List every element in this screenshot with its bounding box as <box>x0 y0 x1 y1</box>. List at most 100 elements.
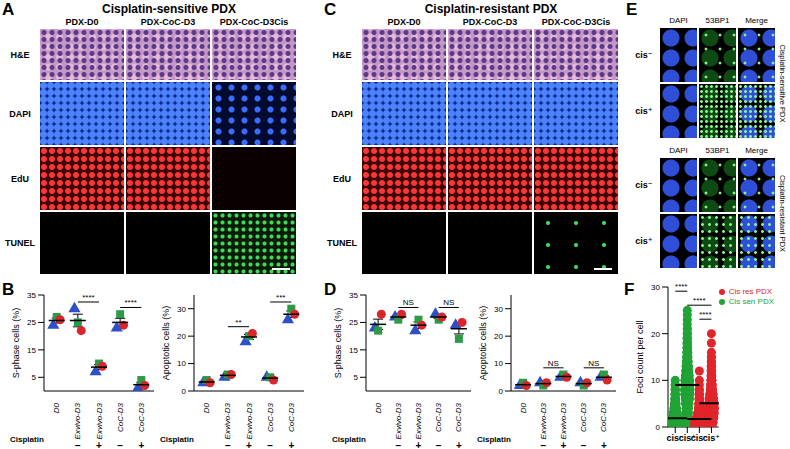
svg-text:+: + <box>138 440 144 449</box>
svg-text:D0: D0 <box>52 402 61 413</box>
svg-text:CoC-D3: CoC-D3 <box>116 402 125 431</box>
html-text:B: B <box>2 280 15 299</box>
svg-text:NS: NS <box>588 359 599 368</box>
svg-text:−: − <box>581 440 587 449</box>
svg-text:20: 20 <box>494 332 503 341</box>
html-text:Cisplatin-resistant PDX: Cisplatin-resistant PDX <box>424 2 558 16</box>
svg-text:Exvivo-D3: Exvivo-D3 <box>95 402 104 439</box>
svg-text:+: + <box>561 440 567 449</box>
svg-text:−: − <box>267 440 273 449</box>
svg-text:+: + <box>246 440 252 449</box>
svg-text:0: 0 <box>499 387 504 396</box>
svg-text:***: *** <box>276 293 285 302</box>
svg-text:0: 0 <box>182 387 187 396</box>
html-text:H&E: H&E <box>332 49 352 60</box>
svg-text:−: − <box>75 440 81 449</box>
svg-text:0: 0 <box>656 423 661 432</box>
svg-text:CoC-D3: CoC-D3 <box>287 402 296 431</box>
svg-text:S-phase cells (%): S-phase cells (%) <box>11 308 21 379</box>
svg-text:−: − <box>117 440 123 449</box>
svg-text:+: + <box>601 440 607 449</box>
svg-text:+: + <box>288 440 294 449</box>
html-text:PDX-CoC-D3Cis: PDX-CoC-D3Cis <box>541 17 611 27</box>
svg-text:S-phase cells (%): S-phase cells (%) <box>333 308 343 379</box>
svg-text:30: 30 <box>177 305 186 314</box>
svg-text:cis⁻: cis⁻ <box>690 433 708 444</box>
html-text:TUNEL: TUNEL <box>5 238 35 248</box>
html-text:Cisplatin-sensitive PDX: Cisplatin-sensitive PDX <box>102 2 236 16</box>
svg-text:−: − <box>225 440 231 449</box>
svg-text:−: − <box>540 440 546 449</box>
svg-text:D0: D0 <box>519 402 528 413</box>
svg-text:10: 10 <box>651 376 660 385</box>
html-text:PDX-D0: PDX-D0 <box>387 17 421 27</box>
svg-text:Apoptotic cells (%): Apoptotic cells (%) <box>478 306 488 381</box>
svg-text:****: **** <box>82 293 94 302</box>
html-text:DAPI: DAPI <box>331 108 353 119</box>
svg-text:+: + <box>96 440 102 449</box>
svg-text:CoC-D3: CoC-D3 <box>579 402 588 431</box>
svg-text:25: 25 <box>349 318 358 327</box>
svg-text:+: + <box>416 440 422 449</box>
svg-text:CoC-D3: CoC-D3 <box>266 402 275 431</box>
svg-text:****: **** <box>675 283 687 291</box>
svg-text:Exvivo-D3: Exvivo-D3 <box>73 402 82 439</box>
html-text:D: D <box>324 280 337 299</box>
svg-text:cis⁺: cis⁺ <box>678 433 696 444</box>
svg-text:cis⁺: cis⁺ <box>703 433 721 443</box>
svg-text:Apoptotic cells (%): Apoptotic cells (%) <box>161 306 171 381</box>
html-text:F: F <box>624 280 635 299</box>
svg-text:NS: NS <box>443 298 454 307</box>
svg-text:−: − <box>436 440 442 449</box>
svg-text:30: 30 <box>494 305 503 314</box>
svg-text:Exvivo-D3: Exvivo-D3 <box>394 402 403 439</box>
svg-text:****: **** <box>125 298 137 307</box>
svg-text:25: 25 <box>27 318 36 327</box>
svg-text:Exvivo-D3: Exvivo-D3 <box>223 402 232 439</box>
svg-text:CoC-D3: CoC-D3 <box>599 402 608 431</box>
html-text:H&E: H&E <box>10 49 30 60</box>
svg-text:NS: NS <box>548 359 559 368</box>
svg-text:CoC-D3: CoC-D3 <box>434 402 443 431</box>
svg-text:****: **** <box>699 310 711 319</box>
svg-text:CoC-D3: CoC-D3 <box>137 402 146 431</box>
svg-text:10: 10 <box>494 359 503 368</box>
svg-text:30: 30 <box>651 283 660 292</box>
html-text:A: A <box>2 0 15 19</box>
svg-text:+: + <box>456 440 462 449</box>
svg-text:D0: D0 <box>202 402 211 413</box>
html-text:TUNEL: TUNEL <box>327 238 357 248</box>
svg-text:Exvivo-D3: Exvivo-D3 <box>559 402 568 439</box>
svg-text:cis⁻: cis⁻ <box>666 433 684 444</box>
html-text:PDX-CoC-D3Cis: PDX-CoC-D3Cis <box>219 17 289 27</box>
svg-text:CoC-D3: CoC-D3 <box>454 402 463 431</box>
svg-text:−: − <box>395 440 401 449</box>
svg-text:Exvivo-D3: Exvivo-D3 <box>245 402 254 439</box>
svg-text:Exvivo-D3: Exvivo-D3 <box>414 402 423 439</box>
svg-text:**: ** <box>235 318 241 327</box>
svg-text:Exvivo-D3: Exvivo-D3 <box>539 402 548 439</box>
svg-text:10: 10 <box>177 359 186 368</box>
html-text:cis⁺: cis⁺ <box>635 106 653 116</box>
html-text:PDX-CoC-D3: PDX-CoC-D3 <box>462 17 518 27</box>
html-text:EdU: EdU <box>333 173 351 184</box>
html-text:PDX-D0: PDX-D0 <box>65 17 99 27</box>
svg-text:NS: NS <box>403 298 414 307</box>
svg-text:5: 5 <box>354 373 359 382</box>
svg-text:20: 20 <box>177 332 186 341</box>
html-text:E: E <box>626 0 638 19</box>
svg-text:D0: D0 <box>374 402 383 413</box>
html-text:EdU: EdU <box>11 173 29 184</box>
svg-text:15: 15 <box>349 346 358 355</box>
svg-text:****: **** <box>693 296 705 305</box>
svg-text:15: 15 <box>27 346 36 355</box>
svg-text:35: 35 <box>349 291 358 300</box>
svg-text:Foci count per cell: Foci count per cell <box>635 320 645 393</box>
html-text:PDX-CoC-D3: PDX-CoC-D3 <box>140 17 196 27</box>
html-text:C: C <box>324 0 337 19</box>
svg-text:35: 35 <box>27 291 36 300</box>
svg-text:5: 5 <box>32 373 37 382</box>
html-text:DAPI: DAPI <box>9 108 31 119</box>
svg-text:20: 20 <box>651 330 660 339</box>
html-text:cis⁻: cis⁻ <box>635 50 653 60</box>
